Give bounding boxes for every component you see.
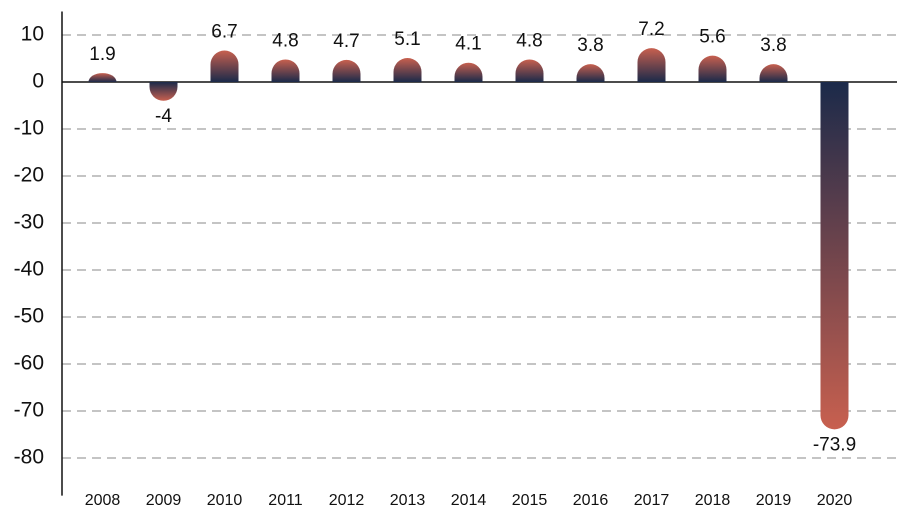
- value-label: 3.8: [577, 35, 603, 56]
- x-tick-label: 2010: [207, 492, 243, 509]
- bar: [88, 73, 117, 82]
- x-tick-label: 2020: [817, 492, 853, 509]
- y-tick-label: -60: [14, 352, 44, 375]
- value-label: 7.2: [638, 19, 664, 40]
- bar: [576, 64, 605, 82]
- value-label: 4.8: [516, 30, 542, 51]
- y-tick-label: 0: [32, 70, 44, 93]
- y-tick-label: -40: [14, 258, 44, 281]
- bar: [820, 82, 849, 430]
- y-tick-label: -50: [14, 305, 44, 328]
- value-label: -4: [155, 106, 172, 127]
- y-tick-label: 10: [21, 23, 44, 46]
- value-label: 4.1: [455, 34, 481, 55]
- bar: [698, 55, 727, 82]
- y-tick-label: -20: [14, 164, 44, 187]
- x-tick-label: 2013: [390, 492, 426, 509]
- bar: [393, 58, 422, 82]
- bar: [515, 59, 544, 82]
- value-label: 4.7: [333, 31, 359, 52]
- bar: [332, 59, 361, 82]
- bar: [759, 64, 788, 82]
- value-label: -73.9: [813, 434, 856, 455]
- x-tick-label: 2008: [85, 492, 121, 509]
- x-tick-label: 2018: [695, 492, 731, 509]
- bar: [210, 50, 239, 82]
- x-tick-label: 2016: [573, 492, 609, 509]
- bar: [271, 59, 300, 82]
- y-tick-label: -10: [14, 117, 44, 140]
- bar: [149, 82, 178, 101]
- x-tick-label: 2012: [329, 492, 365, 509]
- x-tick-label: 2017: [634, 492, 670, 509]
- value-label: 5.6: [699, 27, 725, 48]
- value-label: 5.1: [394, 29, 420, 50]
- y-tick-label: -70: [14, 399, 44, 422]
- value-label: 3.8: [760, 35, 786, 56]
- x-tick-label: 2011: [268, 492, 303, 509]
- y-tick-label: -80: [14, 446, 44, 469]
- value-label: 1.9: [89, 44, 115, 65]
- bar: [454, 62, 483, 82]
- x-tick-label: 2015: [512, 492, 548, 509]
- y-tick-label: -30: [14, 211, 44, 234]
- x-tick-label: 2009: [146, 492, 182, 509]
- bar: [637, 48, 666, 82]
- value-label: 6.7: [211, 22, 237, 43]
- x-tick-label: 2019: [756, 492, 792, 509]
- value-label: 4.8: [272, 30, 298, 51]
- x-tick-label: 2014: [451, 492, 487, 509]
